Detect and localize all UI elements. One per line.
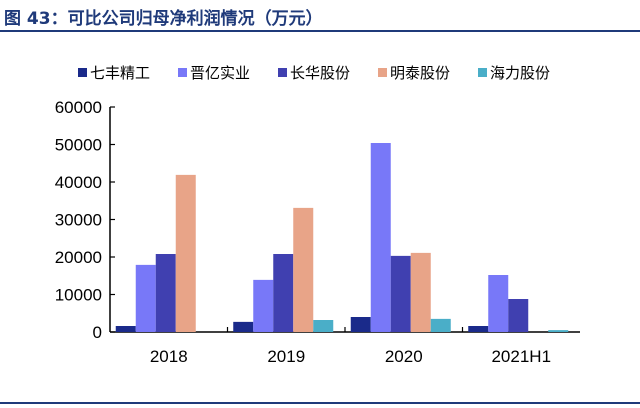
figure-title: 图 43：可比公司归母净利润情况（万元） [4, 9, 323, 29]
legend-swatch [78, 68, 87, 77]
bar-2021H1-1 [488, 275, 509, 332]
bar-2018-2 [155, 254, 176, 332]
bar-2020-4 [430, 318, 451, 332]
x-tick-label: 2021H1 [491, 347, 551, 366]
legend-label: 晋亿实业 [190, 64, 250, 82]
y-tick-label: 30000 [55, 211, 102, 230]
bar-2019-2 [273, 254, 294, 332]
bar-2018-0 [115, 326, 136, 332]
bar-2019-1 [253, 279, 274, 332]
bar-2019-3 [293, 207, 314, 332]
y-tick-label: 20000 [55, 248, 102, 267]
bar-2021H1-4 [548, 330, 569, 332]
legend-swatch [478, 68, 487, 77]
y-tick-label: 40000 [55, 173, 102, 192]
bar-2018-1 [135, 264, 156, 332]
bar-2019-4 [313, 320, 334, 332]
bar-2020-1 [370, 143, 391, 332]
legend-swatch [178, 68, 187, 77]
x-tick-label: 2020 [385, 347, 423, 366]
bar-2020-3 [410, 252, 431, 332]
y-tick-label: 50000 [55, 136, 102, 155]
legend-label: 明泰股份 [390, 64, 450, 82]
legend-label: 海力股份 [490, 64, 550, 82]
legend-label: 长华股份 [290, 64, 350, 82]
bar-2019-0 [233, 321, 254, 332]
legend-swatch [278, 68, 287, 77]
legend-label: 七丰精工 [90, 64, 150, 82]
y-tick-label: 10000 [55, 286, 102, 305]
bottom-divider [0, 402, 640, 404]
x-tick-label: 2018 [150, 347, 188, 366]
x-tick-label: 2019 [267, 347, 305, 366]
bar-2021H1-0 [468, 326, 489, 332]
title-divider [0, 30, 640, 32]
bar-2020-0 [350, 317, 371, 332]
legend-swatch [378, 68, 387, 77]
bar-2021H1-2 [508, 299, 529, 332]
bar-2018-3 [175, 174, 196, 332]
y-tick-label: 0 [93, 323, 102, 342]
bar-2020-2 [390, 255, 411, 332]
y-tick-label: 60000 [55, 98, 102, 117]
